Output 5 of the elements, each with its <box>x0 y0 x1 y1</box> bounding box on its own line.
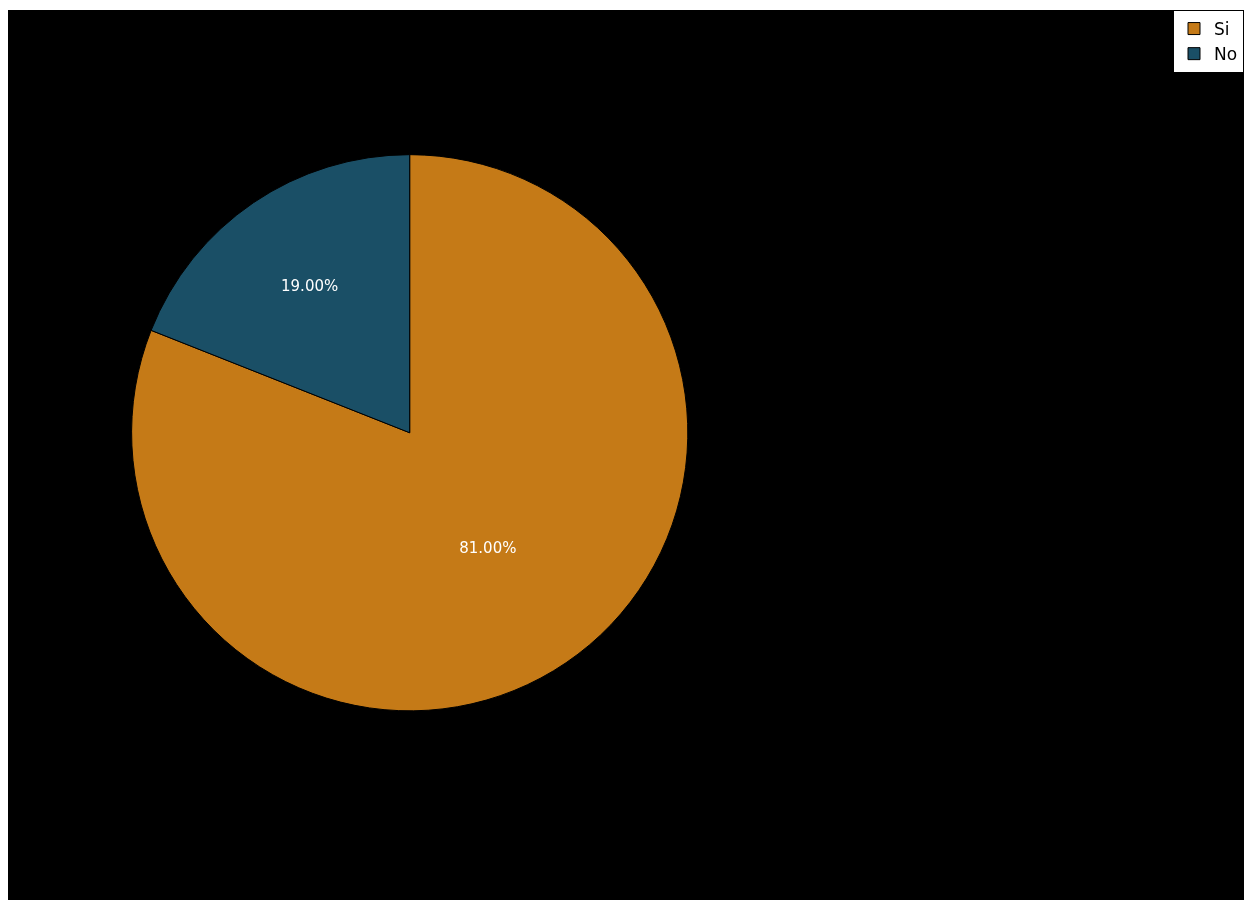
data-label: 19.00% <box>281 276 339 295</box>
legend-label: Si <box>1214 19 1230 40</box>
data-label: 81.00% <box>459 538 517 557</box>
legend-label: No <box>1214 44 1238 65</box>
pie-slice <box>131 154 689 712</box>
